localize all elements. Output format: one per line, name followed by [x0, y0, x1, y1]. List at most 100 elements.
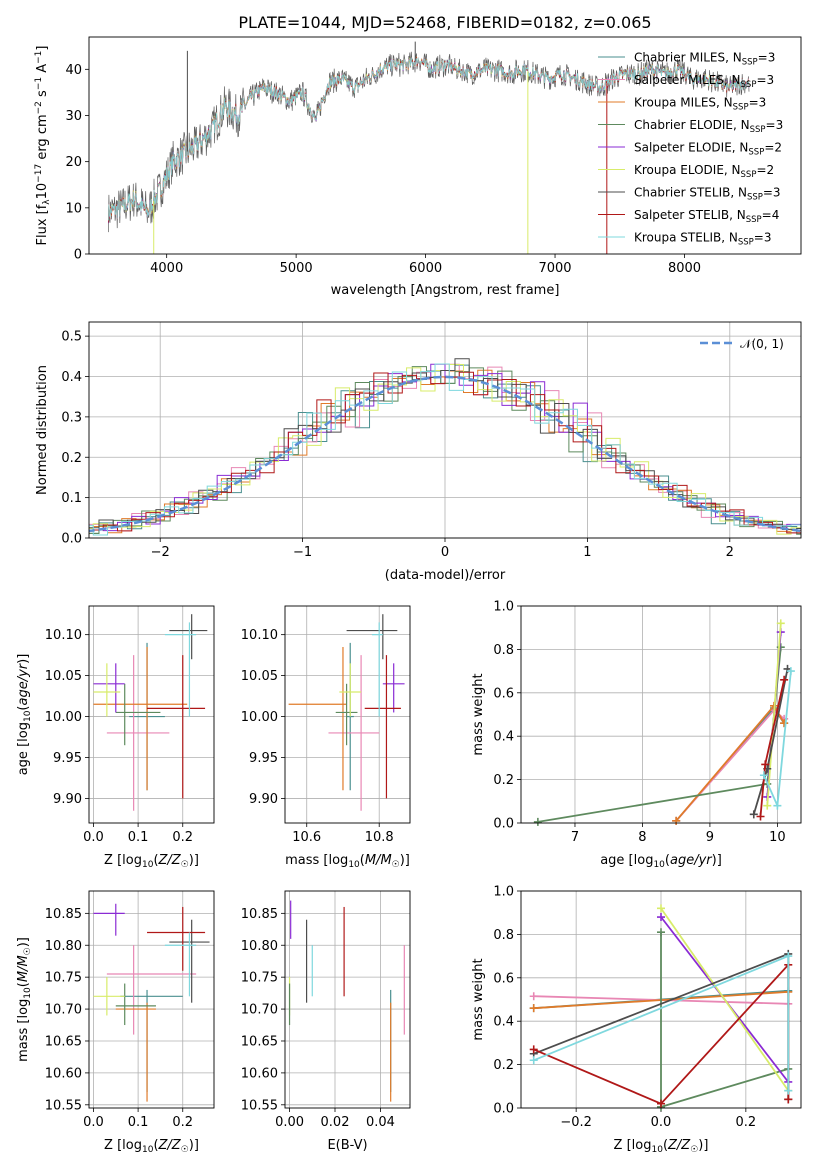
- x-tick-label: 0.0: [83, 1115, 104, 1130]
- age_vs_Z-axes: 0.0 0.1 0.2 9.90 9.95 10.00 10.05 10.10: [45, 606, 214, 845]
- hist-salpeter-stelib: [89, 371, 801, 536]
- series-marker: [749, 810, 758, 819]
- y-tick-label: 0.5: [61, 330, 82, 345]
- x-tick-label: 5000: [280, 261, 313, 276]
- spectrum-frame: [88, 36, 802, 255]
- x-tick-label: 0.04: [366, 1115, 395, 1130]
- series-marker: [529, 1056, 538, 1065]
- x-tick-label: 0: [441, 545, 449, 560]
- x-tick-label: 4000: [150, 261, 183, 276]
- x-tick-label: 0.2: [172, 830, 193, 845]
- x-tick-label: 0.1: [128, 1115, 149, 1130]
- x-tick-label: 8: [638, 830, 646, 845]
- series-marker: [784, 952, 793, 961]
- series-marker: [786, 667, 795, 676]
- series-marker: [784, 1095, 793, 1104]
- y-tick-label: 9.90: [249, 792, 278, 807]
- hist-kroupa-elodie: [89, 364, 801, 535]
- y-tick-label: 0.3: [61, 410, 82, 425]
- y-tick-label: 10.60: [241, 1066, 278, 1081]
- y-tick-label: 10.75: [241, 971, 278, 986]
- y-tick-label: 10.70: [241, 1003, 278, 1018]
- x-tick-label: 0.2: [172, 1115, 193, 1130]
- y-axis-label: mass weight: [471, 673, 486, 755]
- y-tick-label: 0.2: [493, 1058, 514, 1073]
- y-tick-label: 0.2: [493, 773, 514, 788]
- x-axis-label: Z [log10(Z/Z☉)]: [104, 1138, 199, 1155]
- x-tick-label: −0.2: [560, 1115, 592, 1130]
- y-tick-label: 10.80: [45, 939, 82, 954]
- residuals-frame: [88, 321, 802, 539]
- y-tick-label: 10.60: [45, 1066, 82, 1081]
- legend-label: Chabrier STELIB, NSSP=3: [634, 186, 781, 203]
- series-marker: [776, 643, 785, 652]
- x-tick-label: 6000: [409, 261, 442, 276]
- y-axis-label: mass [log10(M/M☉)]: [16, 937, 33, 1062]
- x-tick-label: 10: [769, 830, 786, 845]
- x-tick-label: 10.6: [292, 830, 321, 845]
- mass_vs_EBV-axes: 0.00 0.02 0.04 10.55 10.60 10.65 10.70 10.75 10.…: [241, 891, 410, 1130]
- series-marker: [761, 760, 770, 769]
- y-tick-label: 9.95: [53, 751, 82, 766]
- series-marker: [776, 619, 785, 628]
- x-tick-label: 0.00: [275, 1115, 304, 1130]
- x-tick-label: 0.0: [651, 1115, 672, 1130]
- age_vs_Z-frame: [88, 605, 215, 824]
- residuals-axes: −2 −1 0 1 2 0.0 0.1 0.2 0.3 0.4 0.5: [61, 322, 801, 560]
- y-tick-label: 0.0: [61, 532, 82, 547]
- series-marker: [657, 913, 665, 922]
- x-axis-label: mass [log10(M/M☉)]: [285, 853, 410, 870]
- x-tick-label: 0.1: [128, 830, 149, 845]
- massweight_vs_Z-frame: [520, 890, 802, 1109]
- spectrum-line-chabrier-stelib: [108, 51, 750, 233]
- y-tick-label: 10.05: [241, 669, 278, 684]
- x-tick-label: 0.2: [736, 1115, 757, 1130]
- age_vs_mass-axes: 10.6 10.8 9.90 9.95 10.00 10.05 10.10: [241, 606, 410, 845]
- x-axis-label: (data-model)/error: [385, 568, 506, 583]
- x-axis-label: Z [log10(Z/Z☉)]: [614, 1138, 709, 1155]
- series-marker: [773, 801, 782, 810]
- x-axis-label: E(B-V): [327, 1138, 367, 1153]
- spectrum-axes: 4000 5000 6000 7000 8000 0 10 20 30 40: [65, 63, 701, 276]
- x-tick-label: 0.0: [83, 830, 104, 845]
- y-tick-label: 0.4: [61, 370, 82, 385]
- x-tick-label: 10.8: [365, 830, 394, 845]
- legend-label: Salpeter STELIB, NSSP=4: [634, 208, 779, 225]
- series-line: [660, 932, 789, 1109]
- y-tick-label: 10.55: [45, 1098, 82, 1113]
- legend-label: Salpeter ELODIE, NSSP=2: [634, 141, 782, 158]
- y-tick-label: 30: [65, 109, 82, 124]
- y-tick-label: 1.0: [493, 600, 514, 615]
- series-marker: [763, 801, 772, 810]
- y-tick-label: 0.1: [61, 491, 82, 506]
- x-tick-label: 2: [726, 545, 734, 560]
- y-tick-label: 9.90: [53, 792, 82, 807]
- chart-title: PLATE=1044, MJD=52468, FIBERID=0182, z=0…: [238, 13, 651, 32]
- y-tick-label: 10.05: [45, 669, 82, 684]
- x-axis-label: wavelength [Angstrom, rest frame]: [331, 283, 560, 298]
- series-line: [660, 907, 790, 1092]
- y-tick-label: 0.8: [493, 928, 514, 943]
- y-tick-label: 0.6: [493, 971, 514, 986]
- y-tick-label: 10.10: [45, 628, 82, 643]
- series-marker: [780, 675, 789, 684]
- mass_vs_EBV-frame: [284, 890, 411, 1109]
- x-tick-label: −2: [151, 545, 170, 560]
- x-axis-label: Z [log10(Z/Z☉)]: [104, 853, 199, 870]
- x-tick-label: 1: [583, 545, 591, 560]
- series-marker: [657, 1099, 665, 1108]
- series-marker: [657, 904, 665, 913]
- series-marker: [756, 812, 765, 821]
- y-axis-label: Flux [fλ10−17 erg cm−2 s−1 A−1]: [34, 46, 52, 246]
- massweight_vs_Z-series: [529, 904, 793, 1111]
- y-tick-label: 10.00: [241, 710, 278, 725]
- legend-label: Kroupa MILES, NSSP=3: [634, 96, 766, 113]
- y-tick-label: 0.8: [493, 643, 514, 658]
- y-tick-label: 10.65: [241, 1034, 278, 1049]
- series-marker: [672, 816, 681, 825]
- y-tick-label: 9.95: [249, 751, 278, 766]
- y-tick-label: 0.4: [493, 730, 514, 745]
- x-tick-label: 8000: [668, 261, 701, 276]
- y-tick-label: 40: [65, 63, 82, 78]
- hist-kroupa-stelib: [89, 363, 801, 536]
